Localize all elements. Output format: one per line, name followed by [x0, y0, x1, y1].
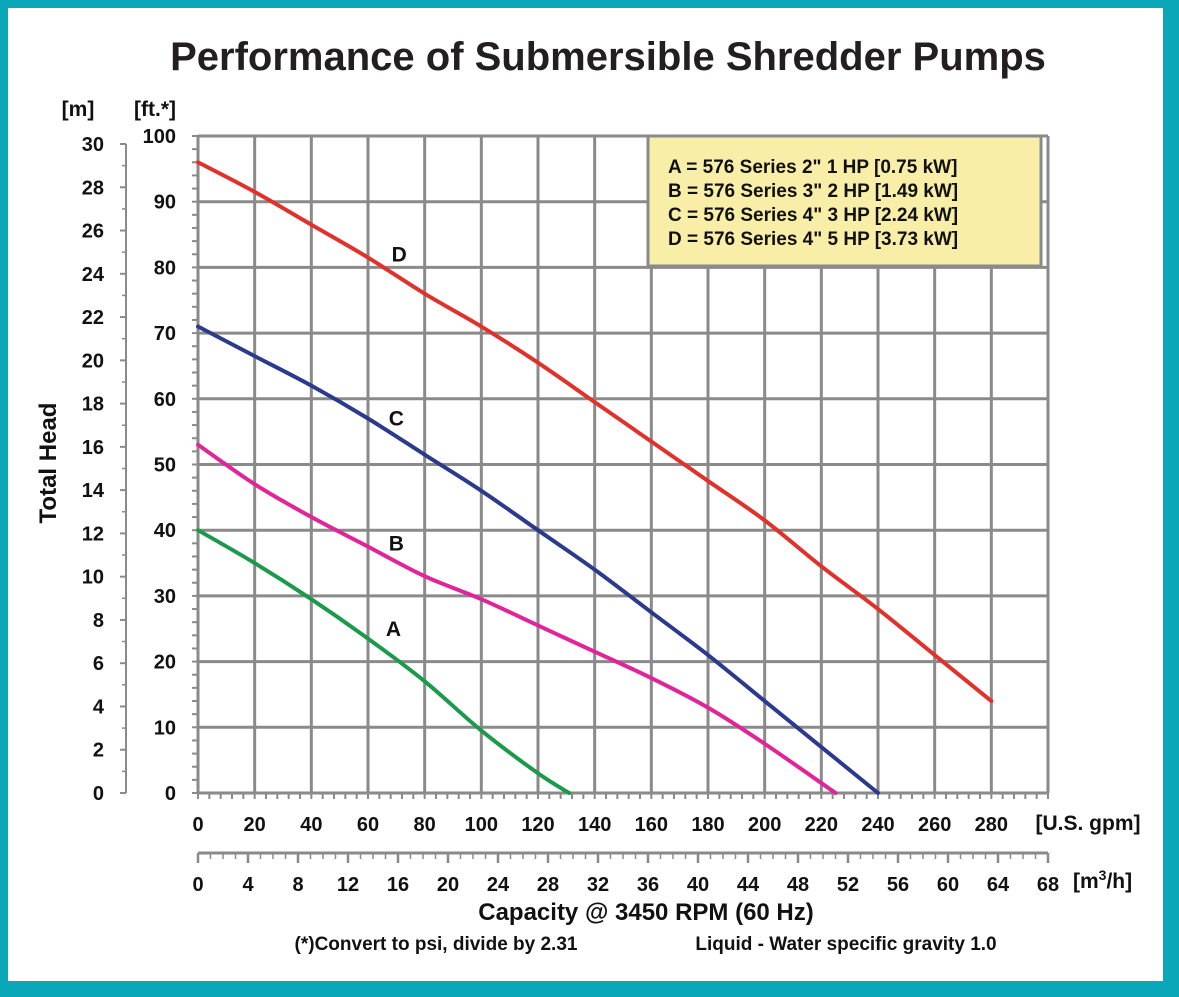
x-tick-label-m3h: 68 — [1037, 874, 1059, 896]
y-tick-label-ft: 80 — [154, 257, 176, 279]
y-tick-label-m: 30 — [82, 134, 104, 156]
x-unit-m3h-end: /h] — [1106, 870, 1132, 893]
y-tick-label-ft: 30 — [154, 586, 176, 608]
x-tick-label-m3h: 24 — [487, 874, 510, 896]
y-tick-label-m: 6 — [93, 653, 104, 675]
y-tick-label-m: 24 — [82, 264, 105, 286]
curve-label-c: C — [389, 408, 404, 431]
curve-label-b: B — [389, 532, 404, 555]
x-tick-label-gpm: 0 — [192, 814, 203, 836]
y-axis-title: Total Head — [35, 403, 62, 524]
x-unit-gpm: [U.S. gpm] — [1036, 812, 1141, 835]
y-tick-label-m: 12 — [82, 523, 104, 545]
y-tick-label-ft: 50 — [154, 455, 176, 477]
x-tick-label-m3h: 4 — [242, 874, 254, 896]
x-tick-label-gpm: 80 — [414, 814, 436, 836]
y-tick-label-ft: 40 — [154, 520, 176, 542]
x-tick-label-gpm: 200 — [748, 814, 781, 836]
x-tick-label-m3h: 60 — [937, 874, 959, 896]
y-tick-label-ft: 10 — [154, 717, 176, 739]
chart-frame: Performance of Submersible Shredder Pump… — [8, 8, 1163, 981]
axes: 0102030405060708090100024681012141618202… — [35, 98, 1141, 955]
labels: A B C D — [386, 243, 407, 640]
x-tick-label-m3h: 28 — [537, 874, 559, 896]
x-tick-label-m3h: 36 — [637, 874, 659, 896]
x-tick-label-gpm: 260 — [918, 814, 951, 836]
x-unit-m3h-sup: 3 — [1099, 867, 1107, 883]
y-unit-m: [m] — [62, 98, 95, 121]
y-tick-label-ft: 100 — [143, 126, 176, 148]
x-tick-label-m3h: 40 — [687, 874, 709, 896]
y-tick-label-m: 16 — [82, 437, 104, 459]
note-psi: (*)Convert to psi, divide by 2.31 — [295, 934, 578, 955]
y-tick-label-m: 8 — [93, 610, 104, 632]
x-tick-label-gpm: 160 — [635, 814, 668, 836]
legend-entry: A = 576 Series 2" 1 HP [0.75 kW] — [668, 157, 957, 178]
y-tick-label-ft: 70 — [154, 323, 176, 345]
curve-a — [196, 528, 572, 795]
legend-entry: C = 576 Series 4" 3 HP [2.24 kW] — [668, 205, 958, 226]
x-tick-label-gpm: 60 — [357, 814, 379, 836]
curve-label-d: D — [392, 243, 407, 266]
x-tick-label-m3h: 44 — [737, 874, 760, 896]
x-tick-label-gpm: 280 — [975, 814, 1008, 836]
legend-box — [646, 134, 1043, 268]
x-tick-label-m3h: 0 — [192, 874, 203, 896]
chart-title: Performance of Submersible Shredder Pump… — [170, 35, 1046, 79]
curve-label-a: A — [386, 618, 401, 641]
x-tick-label-m3h: 64 — [987, 874, 1010, 896]
x-tick-label-gpm: 120 — [521, 814, 554, 836]
curve-c — [196, 324, 880, 795]
y-tick-label-ft: 60 — [154, 389, 176, 411]
x-tick-label-gpm: 180 — [691, 814, 724, 836]
y-tick-label-m: 18 — [82, 394, 104, 416]
x-tick-label-gpm: 220 — [805, 814, 838, 836]
chart-svg: Performance of Submersible Shredder Pump… — [35, 35, 1141, 955]
y-tick-label-m: 22 — [82, 307, 104, 329]
x-tick-label-m3h: 52 — [837, 874, 859, 896]
y-tick-label-ft: 90 — [154, 192, 176, 214]
x-tick-label-m3h: 20 — [437, 874, 459, 896]
x-tick-label-gpm: 140 — [578, 814, 611, 836]
y-tick-label-ft: 20 — [154, 652, 176, 674]
y-unit-ft: [ft.*] — [134, 98, 176, 121]
legend-entry: B = 576 Series 3" 2 HP [1.49 kW] — [668, 181, 958, 202]
y-tick-label-ft: 0 — [165, 783, 176, 805]
x-tick-label-gpm: 40 — [300, 814, 322, 836]
y-tick-label-m: 20 — [82, 350, 104, 372]
y-tick-label-m: 2 — [93, 740, 104, 762]
x-tick-label-m3h: 48 — [787, 874, 809, 896]
x-tick-label-m3h: 8 — [292, 874, 303, 896]
legend-entry: D = 576 Series 4" 5 HP [3.73 kW] — [668, 229, 958, 250]
x-tick-label-m3h: 12 — [337, 874, 359, 896]
y-tick-label-m: 14 — [82, 480, 105, 502]
y-tick-label-m: 10 — [82, 567, 104, 589]
curve-b — [196, 442, 838, 795]
x-tick-label-gpm: 240 — [861, 814, 894, 836]
curve-d — [196, 160, 994, 704]
x-axis-title: Capacity @ 3450 RPM (60 Hz) — [478, 899, 814, 926]
curves — [196, 160, 994, 795]
x-tick-label-m3h: 16 — [387, 874, 409, 896]
y-tick-label-m: 28 — [82, 177, 104, 199]
x-tick-label-gpm: 20 — [244, 814, 266, 836]
note-liquid: Liquid - Water specific gravity 1.0 — [695, 934, 996, 955]
x-unit-m3h: [m3/h] — [1073, 867, 1132, 893]
y-tick-label-m: 4 — [93, 696, 105, 718]
x-tick-label-gpm: 100 — [465, 814, 498, 836]
x-tick-label-m3h: 56 — [887, 874, 909, 896]
x-unit-m3h-part: [m — [1073, 870, 1099, 893]
legend: A = 576 Series 2" 1 HP [0.75 kW] B = 576 … — [646, 134, 1043, 268]
y-tick-label-m: 0 — [93, 783, 104, 805]
x-tick-label-m3h: 32 — [587, 874, 609, 896]
y-tick-label-m: 26 — [82, 221, 104, 243]
